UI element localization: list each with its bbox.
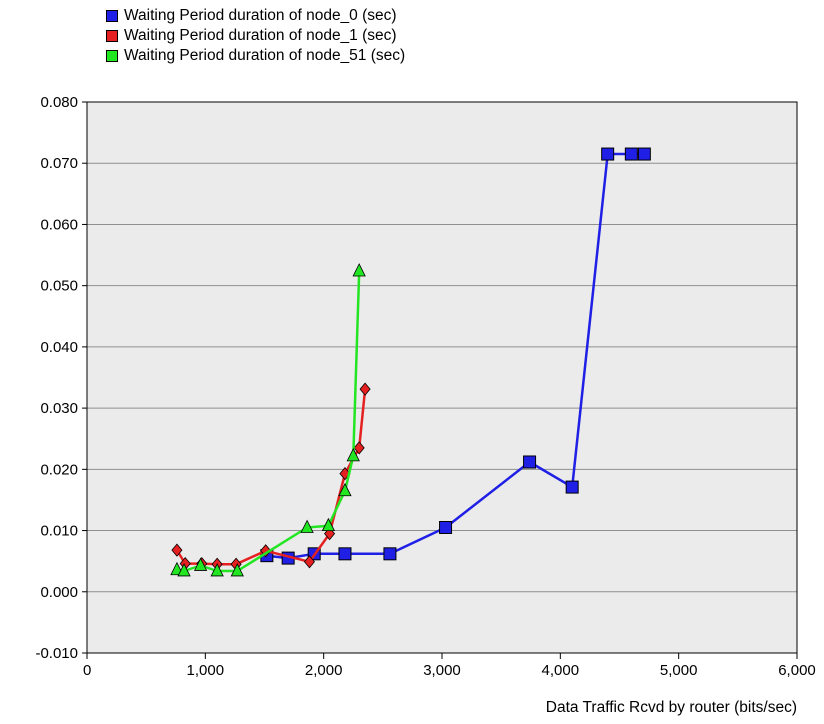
y-tick-label: 0.070: [40, 155, 78, 172]
legend-swatch-node-1: [106, 30, 118, 42]
legend-label-node-1: Waiting Period duration of node_1 (sec): [124, 27, 397, 44]
legend-item-node-0: Waiting Period duration of node_0 (sec): [106, 6, 405, 26]
legend-item-node-1: Waiting Period duration of node_1 (sec): [106, 26, 405, 46]
y-tick-label: 0.080: [40, 94, 78, 111]
legend-swatch-node-51: [106, 50, 118, 62]
y-tick-label: -0.010: [35, 645, 78, 662]
series-line: [176, 270, 361, 573]
x-tick-label: 6,000: [778, 662, 816, 679]
data-point: [193, 557, 208, 571]
legend-item-node-51: Waiting Period duration of node_51 (sec): [106, 46, 405, 66]
data-point: [439, 520, 453, 534]
y-tick-label: 0.020: [40, 461, 78, 478]
y-tick-label: 0.010: [40, 523, 78, 540]
data-point: [338, 482, 352, 497]
y-tick-label: 0.000: [40, 584, 78, 601]
plot-frame: [86, 101, 798, 654]
data-point: [601, 147, 615, 161]
x-tick-label: 4,000: [542, 662, 580, 679]
data-point: [321, 517, 336, 532]
data-point: [523, 455, 537, 469]
series-layer: [170, 147, 651, 577]
x-tick-label: 0: [83, 662, 91, 679]
x-tick-label: 2,000: [305, 662, 343, 679]
data-point: [171, 543, 183, 557]
x-tick-label: 1,000: [187, 662, 225, 679]
y-tick-label: 0.040: [40, 339, 78, 356]
data-point: [300, 519, 314, 533]
data-point: [338, 547, 352, 561]
y-tick-label: 0.060: [40, 216, 78, 233]
y-tick-label: 0.050: [40, 278, 78, 295]
legend: Waiting Period duration of node_0 (sec) …: [106, 6, 405, 66]
data-point: [565, 480, 579, 494]
plot-area: [87, 102, 797, 653]
series-2: [170, 263, 366, 577]
legend-swatch-node-0: [106, 10, 118, 22]
data-point: [383, 547, 397, 561]
series-1: [171, 382, 371, 571]
data-point: [346, 447, 360, 462]
x-axis-title: Data Traffic Rcvd by router (bits/sec): [546, 699, 797, 716]
data-point: [359, 382, 371, 396]
axes: -0.010 0.000 0.010 0.020 0.030 0.040 0.050 0.06…: [35, 94, 815, 679]
data-point: [353, 441, 365, 455]
data-point: [624, 147, 638, 161]
data-point: [352, 263, 366, 277]
data-point: [230, 563, 244, 577]
data-point: [177, 563, 191, 577]
x-tick-label: 3,000: [423, 662, 461, 679]
data-point: [637, 147, 651, 161]
data-point: [210, 563, 224, 577]
x-tick-label: 5,000: [660, 662, 698, 679]
y-tick-label: 0.030: [40, 400, 78, 417]
legend-label-node-0: Waiting Period duration of node_0 (sec): [124, 7, 397, 24]
legend-label-node-51: Waiting Period duration of node_51 (sec): [124, 47, 406, 64]
data-point: [303, 555, 315, 569]
